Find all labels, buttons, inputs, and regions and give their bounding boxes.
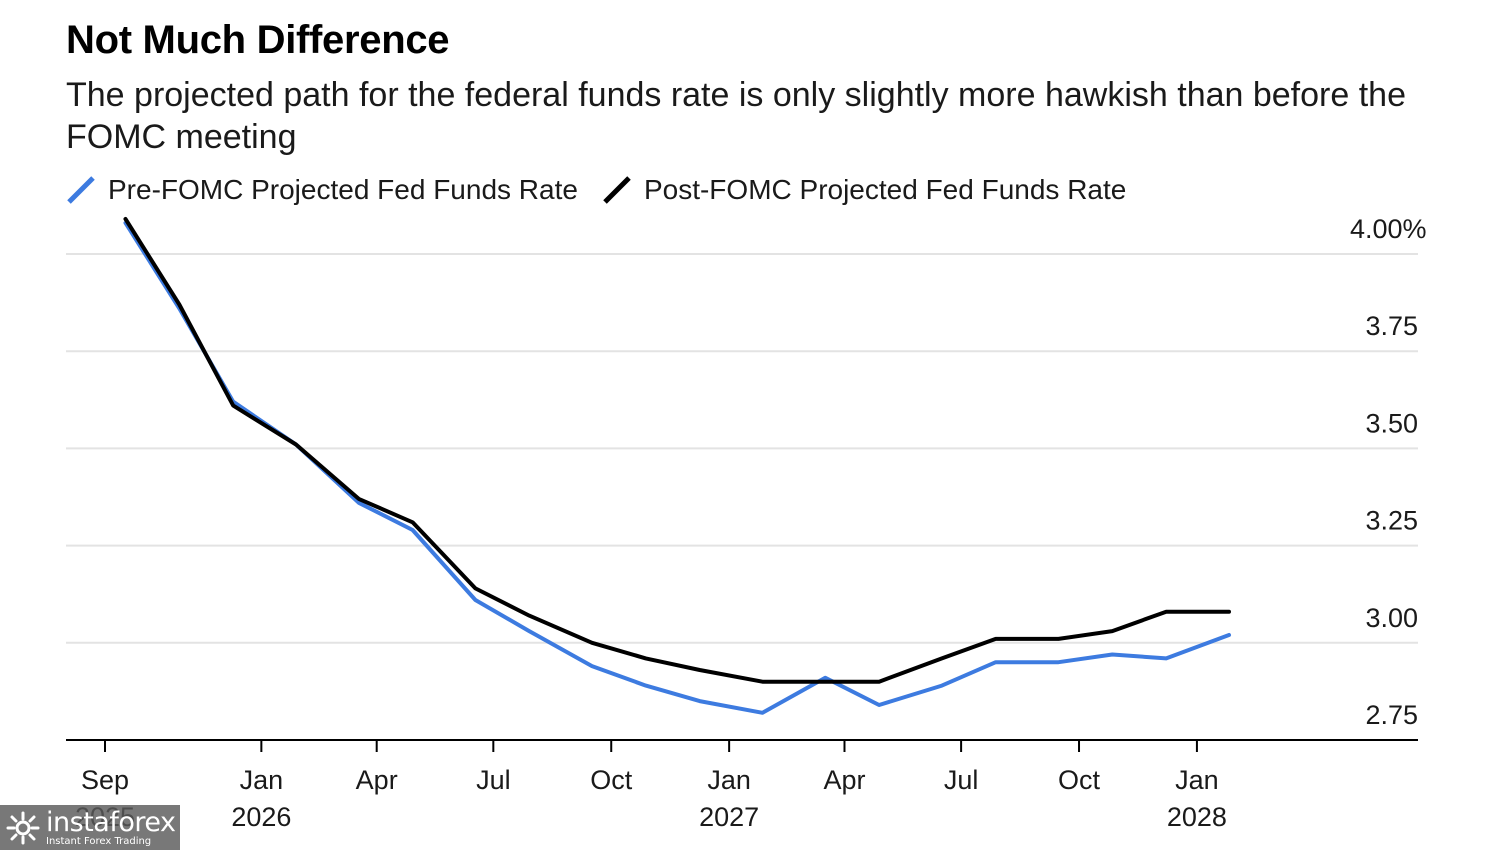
x-tick-year-label: 2026 (231, 802, 291, 832)
chart-subtitle: The projected path for the federal funds… (66, 76, 1406, 156)
legend-label-pre: Pre-FOMC Projected Fed Funds Rate (108, 174, 578, 205)
watermark-tagline: Instant Forex Trading (46, 835, 152, 847)
x-axis-ticks: Sep2025Jan2026AprJulOctJan2027AprJulOctJ… (75, 740, 1227, 832)
series-lines (123, 217, 1231, 715)
x-tick-month-label: Jul (944, 765, 979, 795)
chart-title: Not Much Difference (66, 18, 450, 62)
y-tick-label: 3.50 (1365, 408, 1418, 438)
watermark: instaforex Instant Forex Trading (0, 805, 180, 850)
x-tick-month-label: Apr (356, 765, 398, 795)
y-tick-label: 3.75 (1365, 311, 1418, 341)
x-tick-month-label: Jan (1175, 765, 1219, 795)
series-line-post-fomc (123, 217, 1231, 684)
instaforex-logo-icon (6, 811, 40, 844)
x-tick-month-label: Apr (823, 765, 865, 795)
y-tick-label: 3.00 (1365, 603, 1418, 633)
legend-item-pre: Pre-FOMC Projected Fed Funds Rate (66, 174, 578, 206)
x-tick-month-label: Jan (707, 765, 751, 795)
y-tick-label: 3.25 (1365, 506, 1418, 536)
legend-swatch-post (603, 176, 631, 204)
legend-label-post: Post-FOMC Projected Fed Funds Rate (643, 174, 1127, 205)
legend-item-post: Post-FOMC Projected Fed Funds Rate (602, 174, 1126, 206)
y-axis-ticks: 4.00% 3.75 3.50 3.25 3.00 2.75 (1350, 214, 1427, 730)
x-tick-month-label: Oct (590, 765, 633, 795)
watermark-name: instaforex (46, 806, 176, 838)
x-tick-year-label: 2027 (699, 802, 759, 832)
x-tick-month-label: Sep (81, 765, 129, 795)
chart-legend: Pre-FOMC Projected Fed Funds Rate Post-F… (66, 170, 1150, 210)
gridlines (66, 253, 1418, 644)
x-tick-month-label: Jul (476, 765, 511, 795)
x-tick-month-label: Oct (1058, 765, 1101, 795)
x-tick-month-label: Jan (240, 765, 284, 795)
y-tick-label: 4.00% (1350, 214, 1427, 244)
y-tick-label: 2.75 (1365, 700, 1418, 730)
x-tick-year-label: 2028 (1167, 802, 1227, 832)
legend-swatch-pre (67, 176, 95, 204)
